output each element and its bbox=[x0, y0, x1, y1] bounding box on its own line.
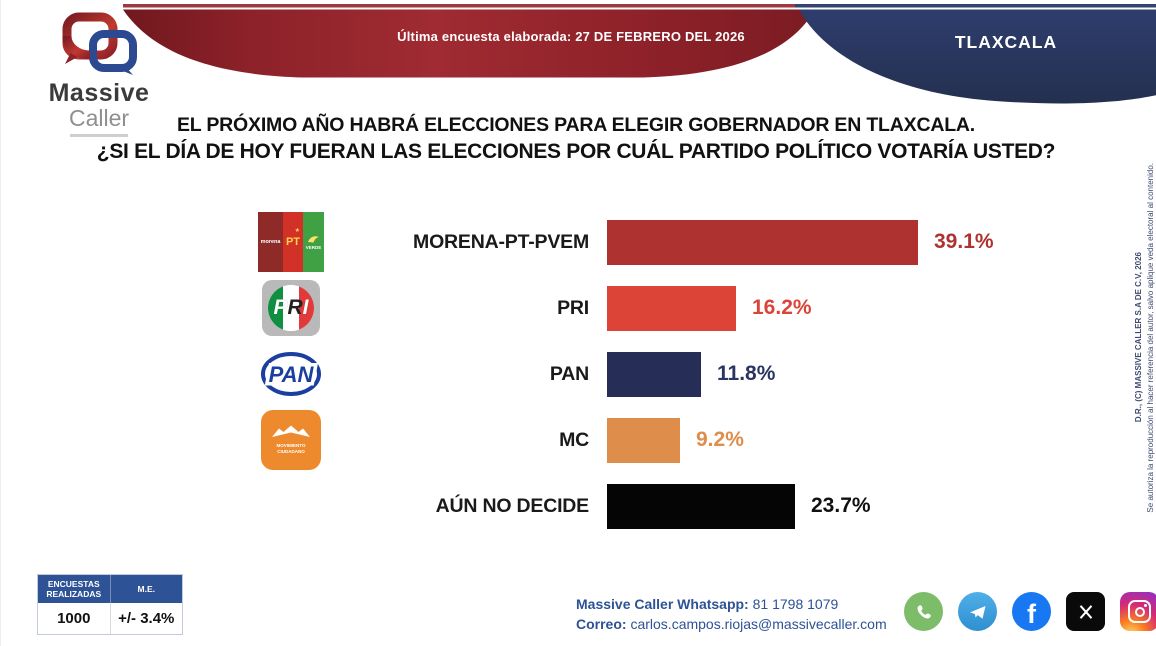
navy-corner-shape bbox=[799, 9, 1156, 104]
mc-logo: MOVIMIENTO CIUDADANO bbox=[261, 410, 321, 470]
pri-tricolor-circle bbox=[268, 285, 314, 331]
bar-pri bbox=[607, 285, 736, 331]
brand-name-caller: Caller bbox=[68, 105, 130, 131]
bar-value: 16.2% bbox=[752, 296, 812, 319]
stats-value-me: +/- 3.4% bbox=[118, 610, 175, 627]
bar-label: MC bbox=[559, 428, 589, 451]
stats-table: ENCUESTAS REALIZADAS M.E. 1000 +/- 3.4% bbox=[37, 574, 183, 635]
pan-wordmark: PAN bbox=[269, 362, 315, 387]
bar-aun-no-decide bbox=[607, 483, 795, 529]
email-line: Correo: carlos.campos.riojas@massivecall… bbox=[576, 616, 887, 633]
massive-caller-bubbles-icon bbox=[62, 12, 137, 75]
question-title: EL PRÓXIMO AÑO HABRÁ ELECCIONES PARA ELE… bbox=[21, 114, 1131, 164]
pan-logo: PAN bbox=[260, 348, 322, 400]
bar-value: 23.7% bbox=[811, 494, 871, 517]
copyright-text: D.R., (C) MASSIVE CALLER S.A DE C.V, 202… bbox=[1134, 252, 1143, 423]
social-icons: f bbox=[904, 592, 1156, 631]
question-line-2: ¿SI EL DÍA DE HOY FUERAN LAS ELECCIONES … bbox=[96, 140, 1056, 163]
brand-logo: Massive Caller bbox=[37, 12, 161, 137]
contact-info: Massive Caller Whatsapp: 81 1798 1079 Co… bbox=[576, 594, 887, 635]
bar-value: 11.8% bbox=[717, 362, 776, 385]
top-strip-navy bbox=[795, 4, 1156, 8]
brand-tagline bbox=[70, 134, 128, 137]
morena-stripe: morena bbox=[258, 212, 283, 272]
stats-header-encuestas: ENCUESTAS REALIZADAS bbox=[38, 575, 111, 603]
disclaimer-text: Se autoriza la reproducción al hacer ref… bbox=[1146, 162, 1155, 513]
question-line-1: EL PRÓXIMO AÑO HABRÁ ELECCIONES PARA ELE… bbox=[176, 114, 976, 136]
region-title: TLAXCALA bbox=[954, 32, 1058, 52]
legal-vertical-text: D.R., (C) MASSIVE CALLER S.A DE C.V, 202… bbox=[1134, 95, 1155, 580]
pvem-bird-icon bbox=[308, 236, 319, 243]
morena-pt-pvem-logo: morena ★ PT VERDE bbox=[258, 212, 324, 272]
bar-mc bbox=[607, 417, 680, 463]
banner-date: Última encuesta elaborada: 27 DE FEBRERO… bbox=[397, 29, 745, 44]
brand-name-massive: Massive bbox=[48, 79, 150, 107]
bar-morena-pt-pvem bbox=[607, 219, 918, 265]
bar-label: AÚN NO DECIDE bbox=[435, 494, 590, 517]
bar-value: 9.2% bbox=[696, 428, 744, 451]
stats-header-me: M.E. bbox=[137, 584, 155, 594]
bar-pan bbox=[607, 351, 701, 397]
bar-value: 39.1% bbox=[934, 230, 994, 253]
bar-label: MORENA-PT-PVEM bbox=[413, 230, 589, 253]
pvem-stripe: VERDE bbox=[303, 212, 324, 272]
chart-row-mc: MOVIMIENTO CIUDADANO MC 9.2% bbox=[251, 407, 1141, 473]
telegram-icon[interactable] bbox=[958, 592, 997, 631]
x-twitter-icon[interactable] bbox=[1066, 592, 1105, 631]
header-ribbon-graphic bbox=[123, 4, 1156, 104]
top-strip-red bbox=[123, 4, 795, 8]
facebook-icon[interactable]: f bbox=[1012, 592, 1051, 631]
chart-row-morena-pt-pvem: morena ★ PT VERDE MORENA-PT-PVEM 39.1% bbox=[251, 209, 1141, 275]
stats-value-encuestas: 1000 bbox=[38, 603, 111, 634]
chart-row-pan: PAN PAN 11.8% bbox=[251, 341, 1141, 407]
mc-eagle-icon bbox=[272, 425, 310, 437]
instagram-icon[interactable] bbox=[1120, 592, 1156, 631]
bar-label: PRI bbox=[557, 296, 589, 319]
whatsapp-icon[interactable] bbox=[904, 592, 943, 631]
bar-label: PAN bbox=[549, 362, 589, 385]
whatsapp-line: Massive Caller Whatsapp: 81 1798 1079 bbox=[576, 596, 839, 612]
red-ribbon-shape bbox=[123, 9, 815, 78]
chart-row-aun-no-decide: AÚN NO DECIDE 23.7% bbox=[251, 473, 1141, 539]
pt-stripe: ★ PT bbox=[283, 212, 303, 272]
